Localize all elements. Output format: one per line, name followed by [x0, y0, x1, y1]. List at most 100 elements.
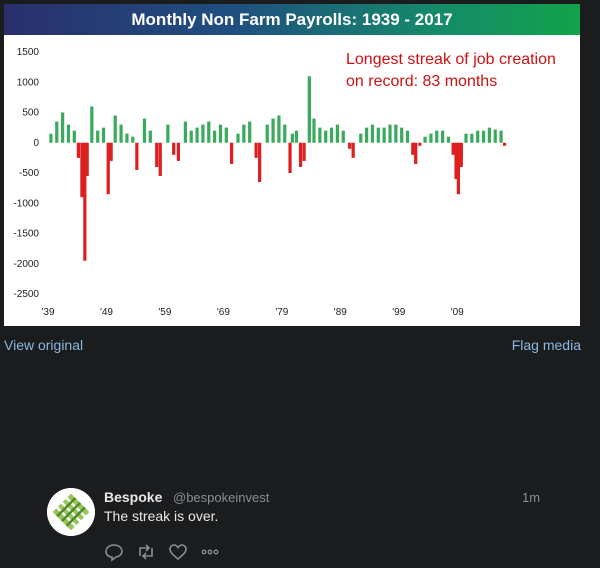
more-icon[interactable]	[200, 542, 220, 562]
x-tick-label: '49	[100, 307, 113, 318]
payroll-bar	[72, 130, 76, 143]
payroll-bar	[456, 142, 461, 195]
payroll-bar	[476, 130, 480, 143]
payroll-bar	[405, 130, 410, 143]
x-tick-label: '39	[41, 307, 54, 318]
x-tick-label: '59	[158, 307, 171, 318]
payroll-bar	[446, 136, 451, 143]
payroll-bar	[183, 121, 187, 143]
payroll-bar	[135, 142, 139, 170]
payroll-bar	[109, 142, 113, 161]
payroll-bar	[499, 130, 503, 143]
payroll-bar	[201, 124, 205, 143]
payroll-bar	[85, 142, 89, 177]
payroll-bar	[298, 142, 303, 167]
payroll-bar	[487, 127, 491, 143]
payroll-bar	[148, 130, 152, 143]
payroll-bar	[242, 124, 246, 143]
y-tick-label: -1000	[13, 198, 39, 209]
payroll-bar	[502, 142, 507, 146]
payroll-bar	[307, 76, 311, 143]
payroll-bar	[55, 121, 59, 143]
avatar[interactable]	[47, 488, 95, 536]
payroll-bar	[318, 127, 322, 143]
payroll-bar	[481, 130, 486, 143]
chart-annotation: Longest streak of job creation	[346, 51, 556, 68]
payroll-bar	[258, 142, 262, 183]
payroll-bar	[423, 136, 427, 143]
payroll-bar	[90, 106, 94, 143]
payroll-bar	[283, 124, 287, 143]
tweet[interactable]: Bespoke @bespokeinvest 1m The streak is …	[0, 480, 600, 568]
payroll-bar	[329, 127, 334, 143]
reply-icon[interactable]	[104, 542, 124, 562]
tweet-author-handle[interactable]: @bespokeinvest	[173, 490, 270, 505]
y-tick-label: 1000	[17, 77, 40, 88]
payroll-bar	[429, 133, 433, 143]
payroll-bar	[335, 124, 339, 143]
view-original-link[interactable]: View original	[4, 337, 84, 353]
payroll-bar	[464, 133, 468, 143]
payroll-bar	[294, 130, 299, 143]
chart-annotation: on record: 83 months	[346, 73, 497, 90]
payroll-bar	[142, 118, 147, 143]
payroll-bar	[459, 142, 463, 167]
payroll-bar	[288, 142, 292, 173]
payroll-bar	[61, 112, 65, 143]
tweet-author-name[interactable]: Bespoke	[104, 489, 163, 505]
payroll-bar	[312, 118, 316, 143]
payroll-bar	[454, 142, 458, 180]
payroll-bar	[451, 142, 455, 155]
payroll-bar	[370, 124, 375, 143]
payroll-bar	[359, 133, 363, 143]
payroll-bar	[166, 124, 170, 143]
y-tick-label: 1500	[17, 47, 40, 58]
tweet-timestamp[interactable]: 1m	[522, 490, 541, 505]
payroll-bar	[277, 115, 281, 143]
payroll-bar	[351, 142, 355, 158]
payroll-bar	[224, 127, 228, 143]
y-tick-label: 0	[33, 138, 39, 149]
payroll-bar	[49, 133, 53, 143]
payroll-bar	[441, 130, 445, 143]
bespoke-logo-icon	[47, 488, 95, 536]
y-tick-label: -2000	[13, 259, 39, 270]
flag-media-link[interactable]: Flag media	[511, 337, 581, 353]
payroll-bar	[388, 124, 392, 143]
y-tick-label: -2500	[13, 289, 39, 300]
y-tick-label: -1500	[13, 229, 39, 240]
payrolls-chart: 1500 1000 500 0 -500 -1000 -1500 -2000 -2500'39 '…	[13, 47, 556, 318]
payroll-bar	[229, 142, 234, 164]
payroll-bar	[158, 142, 162, 177]
payroll-bar	[414, 142, 418, 164]
y-tick-label: 500	[22, 108, 39, 119]
payroll-bar	[435, 130, 439, 143]
retweet-icon[interactable]	[136, 542, 156, 562]
payroll-bar	[365, 127, 369, 143]
payroll-bar	[382, 127, 386, 143]
payroll-bar	[400, 127, 404, 143]
x-tick-label: '09	[451, 307, 464, 318]
payroll-bar	[83, 142, 87, 261]
payroll-bar	[189, 130, 193, 143]
payroll-bar	[125, 133, 129, 143]
payroll-bar	[302, 142, 306, 161]
x-tick-label: '69	[217, 307, 230, 318]
chart-title: Monthly Non Farm Payrolls: 1939 - 2017	[4, 4, 580, 35]
x-tick-label: '89	[334, 307, 347, 318]
payroll-bar	[119, 124, 123, 143]
y-tick-label: -500	[19, 168, 39, 179]
chart-media-card[interactable]: Monthly Non Farm Payrolls: 1939 - 2017 1…	[4, 4, 580, 326]
payroll-bar	[76, 142, 81, 158]
payroll-bar	[155, 142, 159, 167]
tweet-text: The streak is over.	[104, 508, 219, 524]
payroll-bar	[418, 142, 422, 146]
payroll-bar	[106, 142, 110, 195]
payroll-bar	[411, 142, 415, 155]
payroll-bar	[113, 115, 117, 143]
payroll-bar	[131, 136, 135, 143]
like-icon[interactable]	[168, 542, 188, 562]
payroll-bar	[254, 142, 258, 158]
payroll-bar	[394, 124, 398, 143]
payroll-bar	[207, 121, 211, 143]
